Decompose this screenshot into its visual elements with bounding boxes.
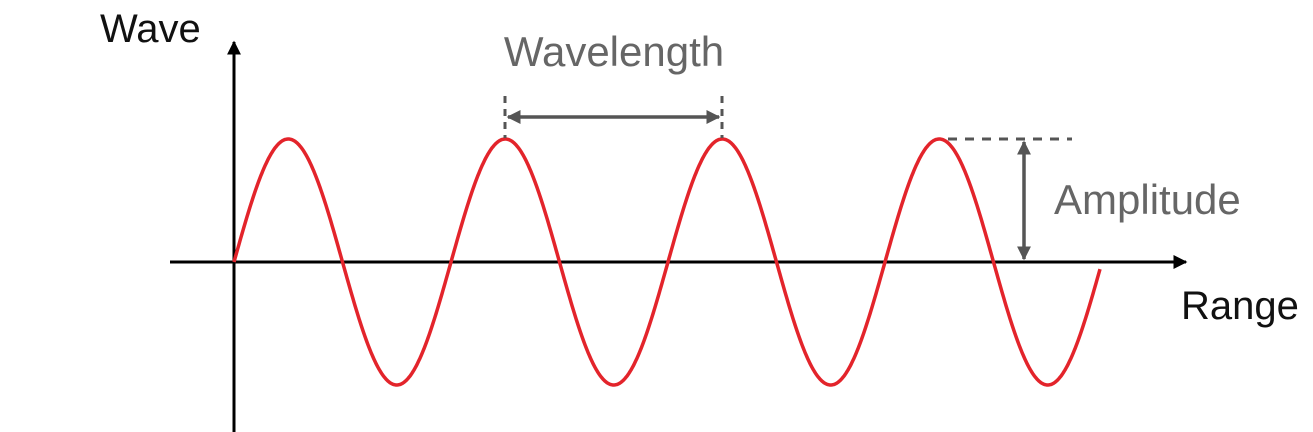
sine-wave: [232, 137, 1102, 387]
y-axis-label: Wave: [100, 7, 201, 51]
wavelength-label: Wavelength: [504, 28, 724, 75]
x-axis-label: Range: [1181, 284, 1299, 328]
amplitude-label: Amplitude: [1054, 176, 1241, 223]
